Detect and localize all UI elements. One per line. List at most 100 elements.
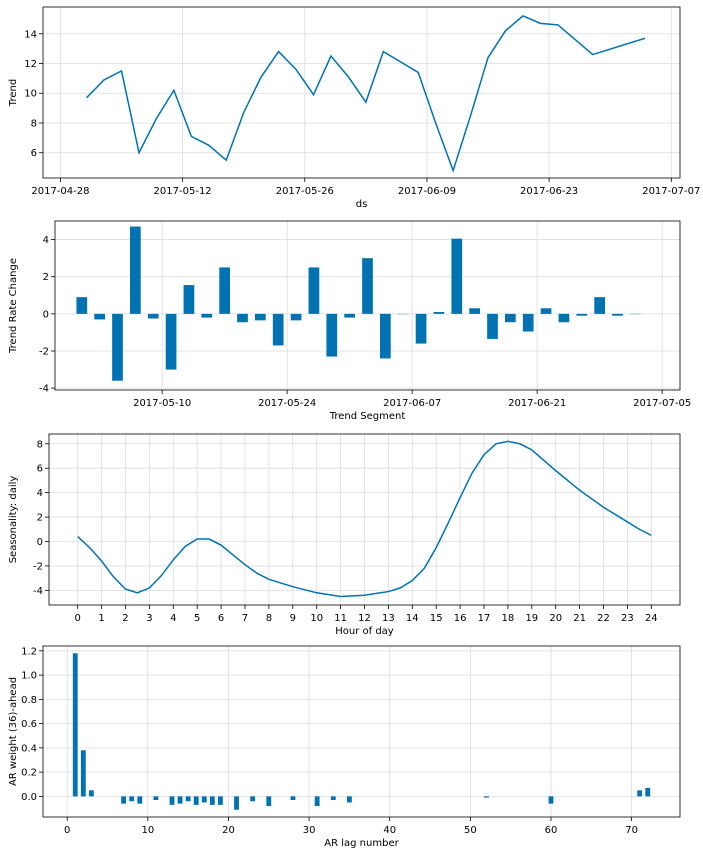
data-bar (183, 285, 195, 314)
x-tick-label: 9 (290, 613, 296, 624)
x-tick-label: 3 (146, 613, 152, 624)
x-tick-label: 1 (98, 613, 104, 624)
y-tick-label: -4 (39, 384, 49, 395)
x-tick-label: 16 (454, 613, 467, 624)
data-bar (137, 796, 143, 804)
data-bar (185, 796, 191, 802)
data-bar (308, 267, 320, 314)
data-bar (153, 796, 159, 801)
x-tick-label: 20 (549, 613, 562, 624)
data-bar (72, 653, 78, 797)
data-bar (76, 297, 88, 314)
data-bar (193, 796, 199, 805)
y-tick-label: 6 (37, 464, 43, 475)
data-bar (314, 796, 320, 807)
data-bar (290, 796, 296, 801)
data-bar (250, 796, 256, 802)
data-bar (165, 313, 177, 370)
data-bar (326, 313, 338, 357)
x-tick-label: 17 (478, 613, 491, 624)
data-bar (209, 796, 215, 805)
x-tick-label: 2017-04-28 (31, 186, 89, 197)
x-tick-label: 70 (625, 825, 638, 836)
x-tick-label: 13 (382, 613, 395, 624)
data-bar (415, 313, 427, 344)
data-bar (80, 750, 86, 797)
x-tick-label: 2017-05-10 (133, 398, 191, 409)
x-tick-label: 7 (242, 613, 248, 624)
chart-panel-3: 0 1 2 3 4 5 6 7 8 9 10 11 12 13 14 15 16 17 18 19 20 21 22 23 24… (8, 433, 681, 637)
data-bar (346, 796, 352, 803)
plot-frame (42, 6, 681, 179)
data-bar (147, 313, 159, 319)
data-bar (112, 313, 123, 381)
x-tick-label: 6 (218, 613, 224, 624)
x-tick-label: 40 (383, 825, 396, 836)
y-tick-label: 12 (24, 59, 37, 70)
data-bar (645, 787, 651, 797)
y-tick-label: 4 (43, 235, 49, 246)
x-tick-label: 2017-05-12 (154, 186, 212, 197)
chart-panel-4: 0 10 20 30 40 50 60 70 0.0 0.2 0.4 0.6 0.8 1.0 1.2 AR l… (8, 645, 681, 849)
x-tick-label: 2017-06-07 (383, 398, 441, 409)
data-bar (330, 796, 336, 801)
y-tick-label: 0 (37, 537, 43, 548)
data-bar (505, 313, 516, 323)
x-axis-label: Hour of day (335, 626, 394, 637)
data-bar (266, 796, 272, 807)
x-tick-label: 24 (645, 613, 658, 624)
chart-panel-2: 2017-05-10 2017-05-24 2017-06-07 2017-06-21… (8, 220, 691, 422)
x-axis-label: ds (356, 199, 368, 210)
x-tick-label: 0 (64, 825, 70, 836)
data-bar (362, 258, 373, 314)
data-bar (451, 238, 463, 314)
x-tick-label: 2017-07-05 (633, 398, 691, 409)
x-tick-label: 0 (74, 613, 80, 624)
data-bar (237, 313, 248, 323)
y-tick-label: 10 (24, 89, 37, 100)
data-bar (380, 313, 391, 359)
data-bar (169, 796, 175, 805)
data-bar (469, 308, 480, 314)
y-tick-label: 1.0 (21, 671, 37, 682)
y-tick-label: 0.0 (21, 792, 37, 803)
y-tick-label: 2 (43, 272, 49, 283)
x-tick-label: 2 (122, 613, 128, 624)
data-bar (88, 790, 94, 797)
data-bar (121, 796, 127, 804)
x-tick-label: 23 (621, 613, 634, 624)
x-tick-label: 15 (430, 613, 443, 624)
y-tick-label: -2 (39, 347, 49, 358)
chart-panel-1: 2017-04-28 2017-05-12 2017-05-26 2017-06-09… (8, 6, 700, 210)
x-tick-label: 50 (464, 825, 477, 836)
y-axis-label: AR weight (36)-ahead (8, 677, 19, 786)
y-tick-label: -2 (33, 561, 43, 572)
x-axis-label: AR lag number (324, 838, 399, 849)
x-tick-label: 30 (303, 825, 316, 836)
data-bar (344, 313, 355, 318)
x-tick-label: 22 (597, 613, 610, 624)
data-bar (177, 796, 183, 804)
data-bar (637, 790, 643, 797)
x-tick-label: 10 (141, 825, 154, 836)
data-bar (201, 796, 207, 803)
data-bar (130, 226, 141, 314)
y-axis-label: Trend Rate Change (8, 258, 19, 354)
data-bar (129, 796, 135, 802)
plot-frame (54, 220, 681, 391)
y-tick-label: 6 (31, 148, 37, 159)
data-bar (255, 313, 266, 321)
y-tick-label: 8 (31, 118, 37, 129)
x-axis-label: Trend Segment (329, 411, 406, 422)
data-bar (487, 313, 498, 339)
y-tick-label: 0.4 (21, 743, 37, 754)
y-tick-label: 2 (37, 513, 43, 524)
y-tick-label: 0.8 (21, 695, 37, 706)
y-axis-label: Trend (8, 79, 19, 107)
y-tick-label: 1.2 (21, 646, 37, 657)
y-tick-label: 14 (24, 29, 37, 40)
x-tick-label: 11 (334, 613, 347, 624)
y-axis-label: Seasonality: daily (8, 476, 19, 564)
y-tick-label: 4 (37, 488, 43, 499)
x-tick-label: 2017-05-24 (258, 398, 316, 409)
